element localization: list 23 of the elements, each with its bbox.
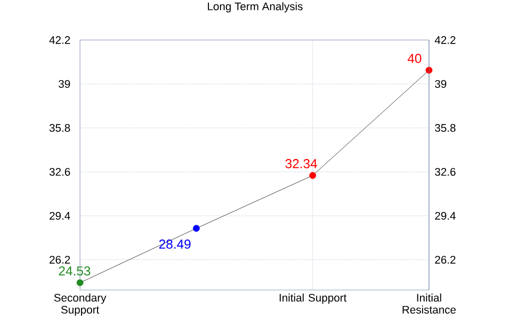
data-label: 28.49 (159, 240, 191, 249)
data-label: 32.34 (285, 159, 318, 168)
data-label: 40 (408, 54, 422, 64)
y2-tick-label: 35.8 (434, 124, 456, 132)
y-tick-label: 29.4 (50, 212, 70, 220)
y2-tick-label: 39 (434, 80, 446, 88)
y-tick-label: 35.8 (49, 124, 70, 132)
y2-tick-label: 42.2 (434, 36, 456, 44)
y2-tick-label: 26.2 (435, 256, 456, 264)
chart-title: Long Term Analysis (208, 2, 303, 12)
y-tick-label: 42.2 (49, 36, 70, 44)
point (76, 279, 84, 286)
y2-tick-label: 32.6 (434, 168, 456, 176)
y-tick-label: 39 (58, 80, 70, 88)
y-tick-label: 26.2 (50, 256, 70, 264)
x-tick-label: Secondary Support (54, 294, 106, 316)
y-tick-label: 32.6 (49, 168, 70, 176)
y2-tick-label: 29.4 (435, 212, 456, 220)
data-label: 24.53 (58, 266, 90, 276)
x-tick-label: Initial Support (280, 294, 347, 304)
x-tick-label: Initial Resistance (402, 294, 456, 314)
point (192, 224, 200, 232)
point (309, 172, 316, 179)
